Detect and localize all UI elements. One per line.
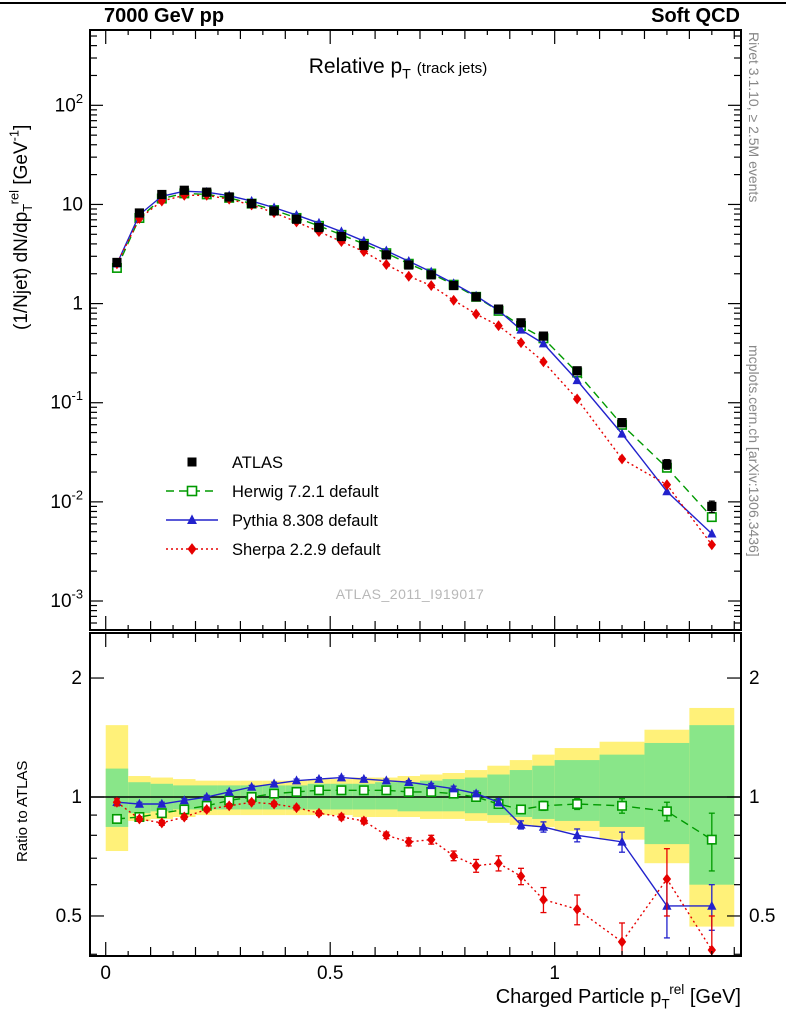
y-tick-label: 102 bbox=[55, 91, 83, 117]
x-tick-label: 0 bbox=[100, 963, 111, 984]
x-axis-label: Charged Particle pTrel [GeV] bbox=[496, 982, 741, 1011]
y-tick-label: 10-3 bbox=[50, 586, 83, 612]
ratio-series bbox=[111, 772, 717, 956]
y-tick-label: 1 bbox=[72, 294, 83, 315]
green-band-bin bbox=[509, 770, 533, 818]
legend-label-pythia: Pythia 8.308 default bbox=[232, 512, 378, 530]
ratio-frame bbox=[89, 632, 742, 957]
green-band-bin bbox=[599, 754, 645, 827]
beam-energy-label: 7000 GeV pp bbox=[104, 5, 225, 27]
atlas-main-series bbox=[112, 185, 717, 514]
ratio-tick-label-right: 0.5 bbox=[749, 906, 775, 927]
ratio-tick-label-left: 0.5 bbox=[56, 906, 82, 927]
x-tick-label: 1 bbox=[549, 963, 560, 984]
legend bbox=[166, 457, 218, 555]
ratio-tick-label-left: 2 bbox=[71, 668, 82, 689]
pythia-main-series bbox=[112, 185, 717, 538]
top-divider bbox=[0, 2, 786, 4]
legend-label-atlas: ATLAS bbox=[232, 454, 283, 472]
mcplots-arxiv-note: mcplots.cern.ch [arXiv:1306.3436] bbox=[746, 345, 762, 557]
ratio-uncertainty-bands bbox=[105, 707, 735, 927]
green-band-bin bbox=[644, 742, 690, 845]
green-band-bin bbox=[375, 782, 398, 810]
x-tick-label: 0.5 bbox=[317, 963, 343, 984]
main-panel-series bbox=[111, 185, 717, 551]
sherpa-ratio-series bbox=[112, 796, 717, 956]
legend-label-herwig: Herwig 7.2.1 default bbox=[232, 483, 379, 501]
y-tick-label: 10-1 bbox=[50, 388, 83, 414]
ratio-axis-label: Ratio to ATLAS bbox=[14, 761, 31, 862]
ratio-tick-label-right: 2 bbox=[749, 668, 760, 689]
y-tick-label: 10-2 bbox=[50, 487, 83, 513]
y-axis-label: (1/Njet) dN/dpTrel [GeV-1] bbox=[6, 125, 35, 330]
analysis-id-watermark: ATLAS_2011_I919017 bbox=[335, 586, 485, 602]
legend-label-sherpa: Sherpa 2.2.9 default bbox=[232, 541, 381, 559]
ratio-tick-label-right: 1 bbox=[749, 787, 760, 808]
y-tick-label: 10 bbox=[62, 194, 83, 215]
rivet-version-note: Rivet 3.1.10, ≥ 2.5M events bbox=[746, 32, 762, 203]
process-group-label: Soft QCD bbox=[651, 5, 740, 27]
sherpa-main-series bbox=[112, 189, 717, 551]
pythia-ratio-series bbox=[112, 772, 717, 939]
ratio-tick-label-left: 1 bbox=[71, 787, 82, 808]
green-band-bin bbox=[554, 760, 600, 821]
chart-title: Relative pT (track jets) bbox=[309, 55, 487, 83]
main-frame bbox=[89, 29, 742, 631]
herwig-main-series bbox=[111, 188, 717, 523]
